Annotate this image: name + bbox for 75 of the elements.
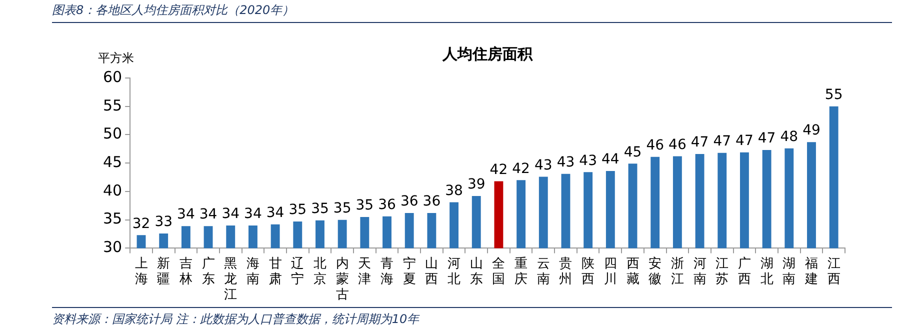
data-label: 55 (824, 87, 843, 104)
x-tick-label: 广东 (202, 256, 215, 287)
data-label: 34 (199, 206, 218, 223)
y-tick-label: 50 (102, 124, 122, 143)
x-tick-label: 重庆 (514, 256, 528, 287)
data-label: 34 (244, 206, 262, 222)
data-label: 44 (602, 152, 620, 168)
x-tick-label: 浙江 (670, 256, 684, 287)
x-tick-label: 江西 (827, 256, 840, 287)
y-tick-label: 55 (102, 96, 122, 114)
data-label: 33 (154, 214, 173, 230)
data-label: 47 (736, 132, 754, 149)
data-label: 42 (490, 162, 508, 178)
data-label: 36 (400, 194, 418, 210)
x-tick-label: 辽宁 (291, 256, 304, 287)
data-label: 34 (177, 206, 195, 223)
y-axis-title: 平方米 (98, 51, 134, 66)
data-label: 34 (222, 206, 240, 222)
data-label: 39 (467, 176, 486, 193)
x-tick-label: 山西 (425, 256, 438, 287)
data-label: 46 (668, 136, 686, 153)
x-tick-label: 云南 (536, 256, 550, 287)
y-tick-label: 40 (102, 181, 122, 200)
x-tick-label: 北京 (313, 256, 326, 287)
x-tick-label: 海南 (246, 256, 260, 287)
data-label: 42 (512, 160, 530, 177)
data-label: 35 (311, 201, 329, 218)
y-tick-label: 45 (102, 152, 122, 171)
data-label: 35 (288, 202, 307, 218)
data-label: 46 (646, 138, 664, 154)
x-tick-label: 河南 (693, 256, 706, 287)
x-tick-label: 黑龙江 (224, 256, 238, 303)
x-tick-label: 湖南 (782, 256, 796, 287)
x-tick-label: 河北 (448, 256, 461, 287)
data-label: 43 (556, 154, 575, 171)
y-tick-label: 35 (102, 210, 122, 228)
x-tick-label: 江苏 (716, 256, 729, 287)
data-label: 49 (802, 122, 820, 139)
x-tick-label: 内蒙古 (336, 256, 349, 303)
x-tick-label: 陕西 (582, 256, 595, 287)
data-label: 35 (333, 200, 352, 216)
x-tick-label: 天津 (358, 256, 372, 287)
data-label: 45 (624, 144, 642, 160)
x-tick-label: 甘肃 (268, 256, 282, 287)
x-tick-label: 四川 (604, 256, 617, 287)
data-label: 48 (780, 128, 798, 145)
x-tick-label: 青海 (380, 256, 394, 287)
x-tick-label: 贵州 (559, 256, 572, 287)
x-tick-label: 福建 (804, 256, 818, 287)
y-tick-label: 30 (102, 238, 122, 256)
x-tick-label: 新疆 (157, 256, 170, 287)
data-label: 32 (132, 216, 150, 232)
data-label: 43 (534, 157, 552, 174)
text: 资料来源：国家统计局 注：此数据为人口普查数据，统计周期为10年 (52, 307, 892, 328)
x-tick-label: 安徽 (648, 255, 662, 287)
chart-title: 图表8：各地区人均住房面积对比（2020年） (52, 2, 892, 23)
y-tick-label: 60 (102, 68, 122, 86)
x-tick-label: 西藏 (626, 256, 640, 287)
data-label: 47 (758, 130, 776, 147)
data-label: 47 (713, 134, 732, 150)
data-label: 36 (422, 194, 441, 210)
x-tick-label: 湖北 (760, 256, 774, 287)
x-tick-label: 上海 (134, 256, 148, 287)
x-tick-label: 宁夏 (402, 255, 416, 287)
chart-subtitle: 人均住房面积 (442, 44, 534, 63)
data-label: 35 (356, 198, 374, 214)
data-label: 43 (579, 152, 597, 169)
data-label: 34 (266, 205, 284, 222)
x-tick-label: 广西 (738, 256, 751, 287)
data-label: 38 (445, 182, 463, 199)
data-label: 47 (690, 134, 709, 151)
x-tick-label: 全国 (492, 256, 506, 287)
x-tick-label: 山东 (470, 256, 483, 287)
data-label: 36 (378, 197, 396, 214)
x-tick-label: 吉林 (178, 256, 192, 287)
